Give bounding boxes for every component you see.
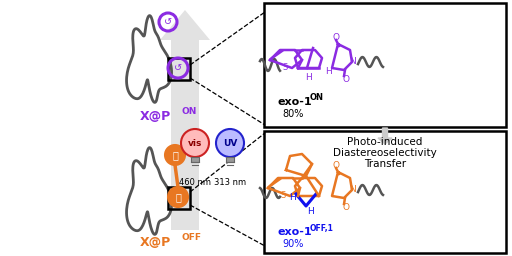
Text: H: H: [289, 194, 295, 202]
Text: ON: ON: [181, 108, 197, 116]
Text: S: S: [283, 63, 288, 72]
Text: H: H: [308, 208, 314, 217]
Text: 460 nm: 460 nm: [179, 178, 211, 187]
Text: N: N: [349, 186, 355, 195]
Text: O: O: [332, 34, 339, 42]
Text: X@P: X@P: [139, 110, 170, 123]
Text: vis: vis: [188, 138, 202, 147]
Text: H: H: [305, 73, 311, 82]
Circle shape: [165, 145, 185, 165]
Text: UV: UV: [223, 138, 237, 147]
Text: O: O: [343, 76, 350, 84]
Text: ⚿: ⚿: [172, 150, 178, 160]
Bar: [226, 157, 234, 162]
FancyArrow shape: [160, 10, 210, 230]
Bar: [168, 58, 190, 80]
Text: ⚿: ⚿: [175, 192, 181, 202]
Text: 80%: 80%: [282, 109, 304, 119]
Circle shape: [181, 129, 209, 157]
Text: Transfer: Transfer: [364, 159, 406, 169]
Text: exo-1: exo-1: [278, 227, 313, 237]
FancyBboxPatch shape: [264, 131, 506, 253]
Text: O: O: [332, 162, 339, 170]
Text: Diastereoselectivity: Diastereoselectivity: [333, 148, 437, 158]
Bar: [191, 157, 199, 162]
FancyArrow shape: [378, 128, 392, 144]
FancyBboxPatch shape: [264, 3, 506, 127]
Text: ON: ON: [310, 93, 324, 102]
Text: X@P: X@P: [139, 236, 170, 249]
Text: H: H: [325, 68, 331, 77]
Text: N: N: [349, 58, 355, 67]
Circle shape: [168, 187, 188, 207]
Bar: [168, 187, 190, 209]
Text: OFF: OFF: [181, 233, 201, 242]
Text: 313 nm: 313 nm: [214, 178, 246, 187]
Text: OFF,1: OFF,1: [310, 223, 334, 232]
Text: 90%: 90%: [282, 239, 304, 249]
Text: Photo-induced: Photo-induced: [347, 137, 423, 147]
Text: S: S: [281, 191, 286, 200]
Text: ↺: ↺: [174, 63, 182, 73]
Text: exo-1: exo-1: [278, 97, 313, 107]
Text: O: O: [343, 204, 350, 212]
Circle shape: [216, 129, 244, 157]
Text: ↺: ↺: [164, 17, 172, 27]
